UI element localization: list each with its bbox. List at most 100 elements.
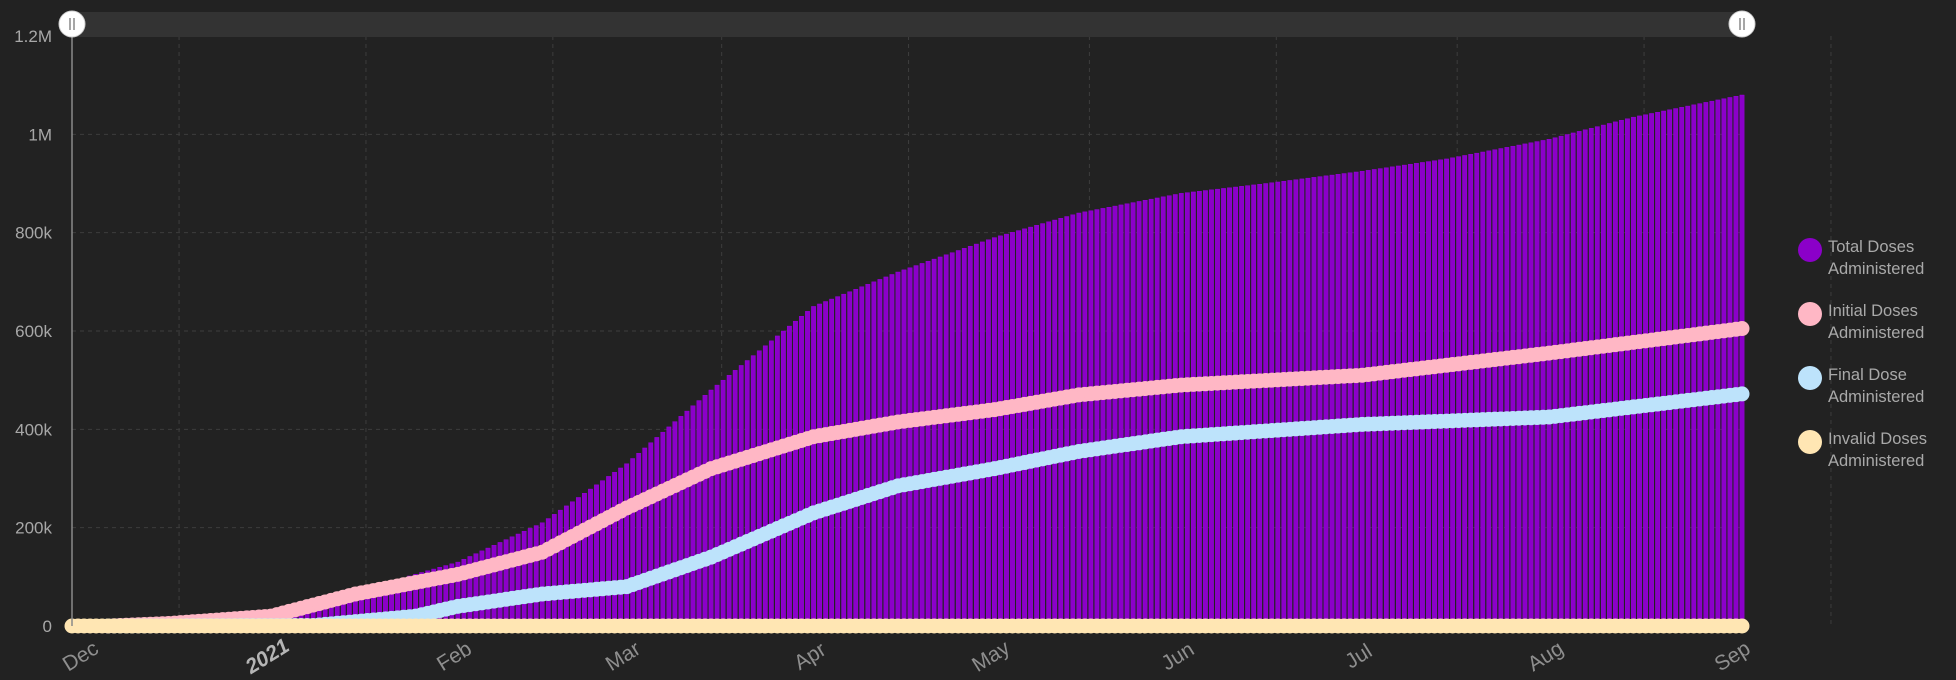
y-tick-label: 600k: [15, 322, 52, 341]
legend-label: Initial Doses Administered: [1828, 302, 1925, 342]
bar-total-doses: [1028, 226, 1033, 627]
bar-total-doses: [1498, 148, 1504, 627]
range-handle-end[interactable]: [1728, 10, 1756, 38]
bar-total-doses: [1468, 154, 1474, 627]
bar-total-doses: [1432, 160, 1437, 627]
bar-total-doses: [1335, 174, 1341, 627]
bar-total-doses: [1721, 98, 1727, 627]
bar-total-doses: [660, 431, 666, 627]
bar-total-doses: [624, 463, 630, 627]
bar-total-doses: [714, 384, 720, 627]
bar-total-doses: [1190, 191, 1196, 627]
bar-total-doses: [1697, 103, 1703, 627]
bar-total-doses: [1528, 142, 1534, 627]
bar-total-doses: [1504, 147, 1510, 627]
bar-total-doses: [1293, 179, 1299, 627]
bar-total-doses: [1100, 208, 1106, 627]
bar-total-doses: [1522, 143, 1528, 627]
y-tick-label: 200k: [15, 519, 52, 538]
bar-total-doses: [859, 286, 865, 627]
bar-total-doses: [967, 245, 973, 627]
bar-total-doses: [564, 505, 569, 627]
bar-total-doses: [1172, 194, 1178, 627]
bar-total-doses: [1655, 112, 1660, 627]
bar-total-doses: [895, 271, 901, 627]
legend-item-initial[interactable]: Initial Doses Administered: [1798, 300, 1956, 344]
bar-total-doses: [1546, 139, 1552, 627]
bar-total-doses: [1245, 185, 1250, 627]
bar-total-doses: [883, 276, 889, 627]
legend-item-total[interactable]: Total Doses Administered: [1798, 236, 1956, 280]
bar-total-doses: [1257, 183, 1263, 627]
bar-total-doses: [1691, 104, 1697, 627]
bar-total-doses: [1209, 189, 1214, 627]
legend: Total Doses Administered Initial Doses A…: [1798, 236, 1956, 492]
point-initial-doses: [1734, 321, 1750, 337]
bar-total-doses: [1160, 196, 1166, 627]
bar-total-doses: [835, 296, 841, 627]
legend-dot-icon: [1798, 430, 1822, 454]
bar-total-doses: [684, 410, 690, 627]
bar-total-doses: [1402, 164, 1407, 627]
bar-total-doses: [570, 501, 575, 627]
bar-total-doses: [992, 237, 997, 627]
bar-total-doses: [805, 311, 810, 627]
bar-total-doses: [1643, 114, 1648, 627]
bar-total-doses: [823, 301, 828, 627]
bar-total-doses: [1004, 233, 1009, 627]
bar-total-doses: [829, 298, 835, 627]
bar-total-doses: [1136, 201, 1142, 627]
bar-total-doses: [1408, 163, 1413, 627]
bar-total-doses: [636, 453, 642, 627]
bar-total-doses: [781, 330, 786, 627]
bar-total-doses: [1197, 191, 1202, 627]
bar-total-doses: [1371, 169, 1377, 627]
bar-total-doses: [1594, 126, 1600, 627]
range-handle-start[interactable]: [58, 10, 86, 38]
bar-total-doses: [539, 522, 545, 627]
bar-total-doses: [588, 488, 593, 627]
bar-total-doses: [1323, 175, 1329, 627]
bar-total-doses: [1444, 158, 1449, 627]
bar-total-doses: [1287, 180, 1293, 627]
bar-total-doses: [1142, 200, 1148, 627]
bar-total-doses: [919, 263, 925, 627]
legend-dot-icon: [1798, 302, 1822, 326]
legend-item-final[interactable]: Final Dose Administered: [1798, 364, 1956, 408]
bar-total-doses: [606, 476, 611, 627]
x-tick-label: Aug: [1524, 637, 1568, 676]
bar-total-doses: [545, 518, 551, 627]
bar-total-doses: [708, 389, 714, 627]
legend-dot-icon: [1798, 366, 1822, 390]
bar-total-doses: [1341, 173, 1347, 627]
bar-total-doses: [515, 533, 521, 627]
legend-label: Total Doses Administered: [1828, 238, 1925, 278]
bar-total-doses: [551, 514, 557, 627]
bar-total-doses: [1637, 115, 1642, 627]
bar-total-doses: [847, 291, 853, 627]
bar-total-doses: [1486, 150, 1492, 627]
bar-total-doses: [943, 254, 949, 627]
bar-total-doses: [618, 467, 624, 627]
bar-total-doses: [1215, 188, 1220, 627]
bar-total-doses: [509, 536, 515, 627]
bar-total-doses: [1625, 118, 1630, 627]
range-slider-track: [72, 12, 1742, 37]
range-slider[interactable]: [58, 10, 1756, 38]
bar-total-doses: [925, 261, 931, 627]
lines-layer: [64, 321, 1750, 634]
bar-total-doses: [1365, 170, 1371, 627]
range-handle-icon: [1728, 10, 1756, 38]
bar-total-doses: [1347, 172, 1353, 627]
x-tick-label: May: [968, 636, 1014, 677]
bar-total-doses: [1154, 197, 1160, 627]
bar-total-doses: [1281, 180, 1287, 627]
bar-total-doses: [1299, 178, 1305, 627]
bar-total-doses: [1673, 108, 1679, 627]
legend-item-invalid[interactable]: Invalid Doses Administered: [1798, 428, 1956, 472]
bar-total-doses: [1311, 177, 1317, 627]
bar-total-doses: [1070, 214, 1076, 627]
bar-total-doses: [750, 355, 756, 627]
